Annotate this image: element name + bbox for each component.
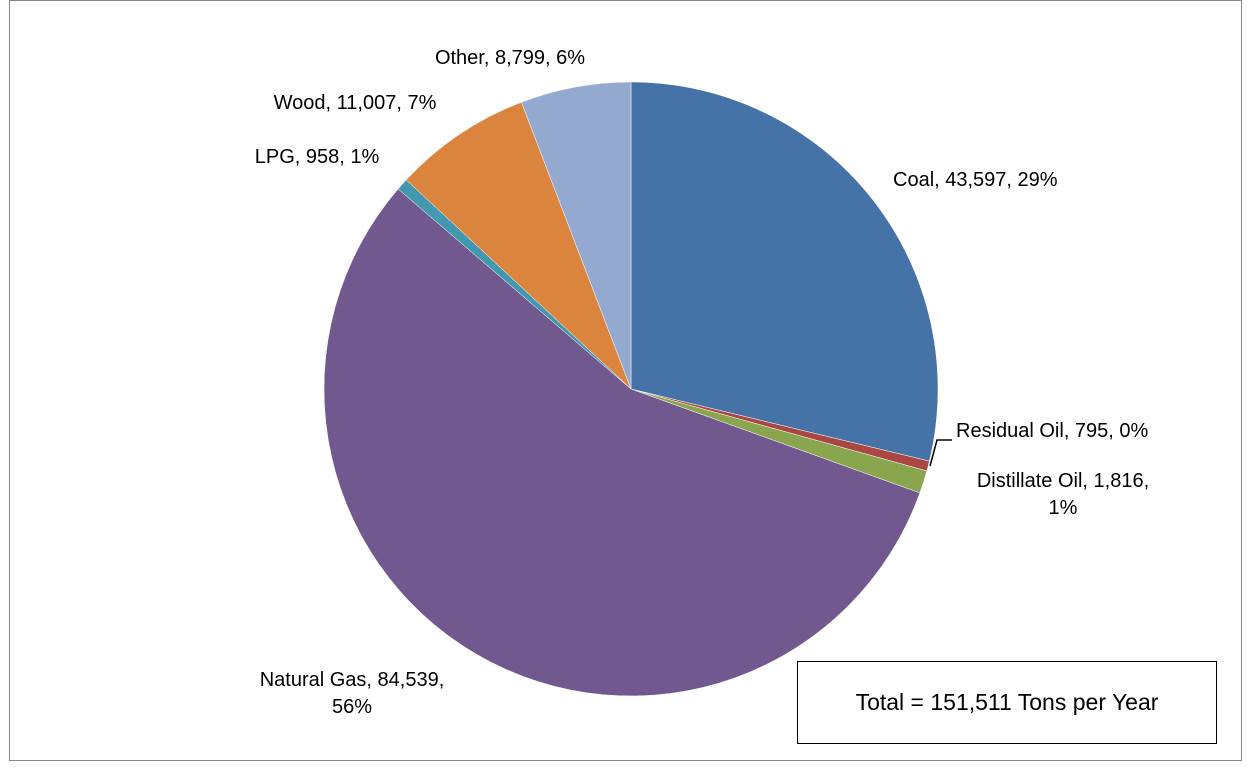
label-lpg: LPG, 958, 1% [255,146,380,168]
slice-labels: Coal, 43,597, 29% Residual Oil, 795, 0% Di… [255,47,1149,718]
slice-natural-gas [323,188,921,697]
total-box: Total = 151,511 Tons per Year [797,661,1217,744]
label-coal: Coal, 43,597, 29% [893,169,1058,191]
slice-wood [405,101,632,390]
label-natural-gas: Natural Gas, 84,539, 56% [260,669,445,718]
residual-oil-leader-line [929,439,952,467]
label-other: Other, 8,799, 6% [435,47,585,69]
slice-coal [630,81,939,462]
label-distillate-oil: Distillate Oil, 1,816, 1% [977,470,1149,519]
slice-other [521,81,632,390]
total-text: Total = 151,511 Tons per Year [855,689,1159,715]
label-residual-oil: Residual Oil, 795, 0% [956,420,1149,442]
label-wood: Wood, 11,007, 7% [274,92,437,114]
pie-slices [323,81,939,697]
